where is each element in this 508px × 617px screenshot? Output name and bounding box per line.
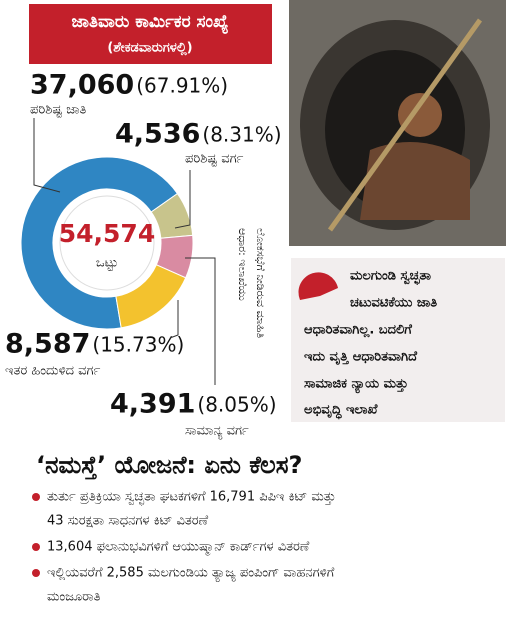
leader-line — [174, 170, 191, 229]
percent-label: (8.31%) — [202, 123, 281, 147]
category-label: ಪರಿಶಿಷ್ಟ ಜಾತಿ — [30, 103, 87, 118]
photo — [289, 0, 506, 246]
bullet-text: ತುರ್ತು ಪ್ರತಿಕ್ರಿಯಾ ಸ್ವಚ್ಛತಾ ಘಟಕಗಳಿಗೆ 16,… — [47, 490, 336, 507]
quote-icon — [298, 272, 338, 300]
bullet — [32, 543, 40, 551]
percent-label: (8.05%) — [197, 393, 276, 417]
leader-line — [169, 300, 179, 339]
donut-segment — [115, 264, 187, 329]
quote-attribution: ಅಭಿವೃದ್ಧಿ ಇಲಾಖೆ — [304, 403, 378, 420]
quote-line: ಮಲಗುಂಡಿ ಸ್ವಚ್ಛತಾ — [350, 269, 431, 286]
quote-line: ಆಧಾರಿತವಾಗಿಲ್ಲ. ಬದಲಿಗೆ — [304, 323, 412, 339]
category-label: ಸಾಮಾನ್ಯ ವರ್ಗ — [185, 424, 249, 440]
category-label: ಪರಿಶಿಷ್ಟ ವರ್ಗ — [185, 152, 244, 167]
center-disc — [59, 195, 155, 291]
quote-line: ಚಟುವಟಿಕೆಯು ಜಾತಿ — [350, 296, 437, 311]
bullet — [32, 493, 40, 501]
quote: ಮಲಗುಂಡಿ ಸ್ವಚ್ಛತಾ ಚಟುವಟಿಕೆಯು ಜಾತಿ ಆಧಾರಿತವಾಗ… — [304, 269, 437, 420]
quote-line: ಇದು ವೃತ್ತಿ ಆಧಾರಿತವಾಗಿದೆ — [304, 350, 417, 366]
percent-label: (15.73%) — [92, 333, 184, 357]
donut-chart: 54,574 ಒಟ್ಟು 37,060 (67.91%) ಪರಿಶಿಷ್ಟ ಜಾತಿ 4,… — [5, 70, 282, 440]
bullet-text: 13,604 ಫಲಾನುಭವಿಗಳಿಗೆ ಆಯುಷ್ಮಾನ್ ಕಾರ್ಡ್‌ಗಳ… — [47, 540, 310, 556]
donut-segment — [20, 156, 179, 330]
leader-line — [33, 118, 61, 193]
bullet — [32, 569, 40, 577]
title-box — [29, 4, 272, 64]
percent-label: (67.91%) — [136, 74, 228, 98]
chart-subtitle: (ಶೇಕಡವಾರುಗಳಲ್ಲಿ) — [107, 41, 192, 57]
bullet-text: ಮಂಜೂರಾತಿ — [47, 590, 101, 605]
scheme-heading: ‘ನಮಸ್ತೆ’ ಯೋಜನೆ: ಏನು ಕೆಲಸ? — [36, 451, 302, 480]
chart-title: ಜಾತಿವಾರು ಕಾರ್ಮಿಕರ ಸಂಖ್ಯೆ — [72, 12, 229, 35]
total-caption: ಒಟ್ಟು — [96, 256, 118, 271]
quote-attribution: ಸಾಮಾಜಿಕ ನ್ಯಾಯ ಮತ್ತು — [304, 377, 408, 395]
value-label: 4,536 — [115, 119, 200, 150]
source-note: ಲೋಕಸಭೆಗೆ ನೀಡಿರುವ ಮಾಹಿತಿ — [254, 228, 267, 338]
value-label: 4,391 — [110, 389, 195, 420]
source-note: ಆಧಾರ: ಇಲಾಖೆಯು — [236, 228, 249, 301]
total-value: 54,574 — [59, 219, 155, 248]
bullet-text: ಇಲ್ಲಿಯವರೆಗೆ 2,585 ಮಲಗುಂಡಿಯ ತ್ಯಾಜ್ಯ ಪಂಪಿಂ… — [47, 566, 335, 583]
value-label: 8,587 — [5, 329, 90, 360]
value-label: 37,060 — [30, 70, 134, 101]
category-label: ಇತರ ಹಿಂದುಳಿದ ವರ್ಗ — [5, 364, 101, 379]
scheme: ‘ನಮಸ್ತೆ’ ಯೋಜನೆ: ಏನು ಕೆಲಸ? ತುರ್ತು ಪ್ರತಿಕ್ರ… — [32, 451, 336, 605]
bullet-text: 43 ಸುರಕ್ಷತಾ ಸಾಧನಗಳ ಕಿಟ್ ವಿತರಣೆ — [47, 514, 209, 529]
leader-line — [185, 257, 216, 385]
